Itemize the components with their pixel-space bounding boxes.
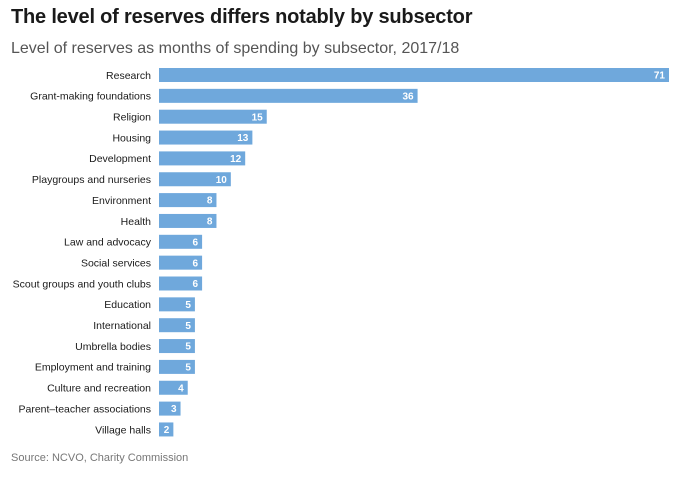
bar	[159, 297, 195, 312]
bar	[159, 193, 217, 208]
category-label: Housing	[112, 132, 151, 144]
category-label: Scout groups and youth clubs	[13, 278, 151, 290]
bar	[159, 109, 267, 124]
chart-subtitle: Level of reserves as months of spending …	[11, 40, 460, 57]
data-label: 2	[164, 425, 170, 436]
category-label: Village halls	[95, 424, 151, 436]
category-label: Playgroups and nurseries	[32, 174, 151, 186]
chart-source: Source: NCVO, Charity Commission	[11, 452, 189, 464]
data-label: 36	[402, 91, 414, 102]
data-label: 6	[193, 279, 199, 290]
data-label: 4	[178, 383, 184, 394]
data-label: 5	[185, 300, 191, 311]
category-label: Umbrella bodies	[75, 341, 151, 353]
bar	[159, 88, 418, 103]
category-label: Parent–teacher associations	[19, 403, 152, 415]
category-label: Research	[106, 70, 151, 82]
bar	[159, 276, 203, 291]
category-label: Employment and training	[35, 362, 151, 374]
data-label: 12	[230, 154, 242, 165]
bar	[159, 339, 195, 354]
bar	[159, 213, 217, 228]
bar	[159, 151, 246, 166]
data-label: 5	[185, 363, 191, 374]
category-label: Environment	[92, 195, 151, 207]
category-label: Social services	[81, 257, 151, 269]
data-label: 6	[193, 237, 199, 248]
category-label: Education	[104, 299, 151, 311]
data-label: 8	[207, 196, 213, 207]
bar	[159, 234, 203, 249]
bar	[159, 359, 195, 374]
data-label: 71	[654, 71, 666, 82]
category-label: Grant-making foundations	[30, 91, 151, 103]
bar	[159, 130, 253, 145]
data-label: 6	[193, 258, 199, 269]
category-label: International	[93, 320, 151, 332]
category-label: Development	[89, 153, 151, 165]
data-label: 5	[185, 321, 191, 332]
chart-title: The level of reserves differs notably by…	[11, 6, 473, 28]
category-label: Health	[121, 216, 152, 228]
bar	[159, 255, 203, 270]
bar	[159, 401, 181, 416]
data-label: 10	[216, 175, 228, 186]
data-label: 3	[171, 404, 177, 415]
bar	[159, 380, 188, 395]
data-label: 13	[237, 133, 249, 144]
category-label: Religion	[113, 112, 151, 124]
category-label: Law and advocacy	[64, 237, 152, 249]
bar	[159, 68, 669, 82]
data-label: 5	[185, 342, 191, 353]
bar	[159, 172, 231, 187]
bar	[159, 318, 195, 333]
category-label: Culture and recreation	[47, 383, 151, 395]
data-label: 8	[207, 217, 213, 228]
bar	[159, 422, 174, 437]
data-label: 15	[252, 112, 264, 123]
